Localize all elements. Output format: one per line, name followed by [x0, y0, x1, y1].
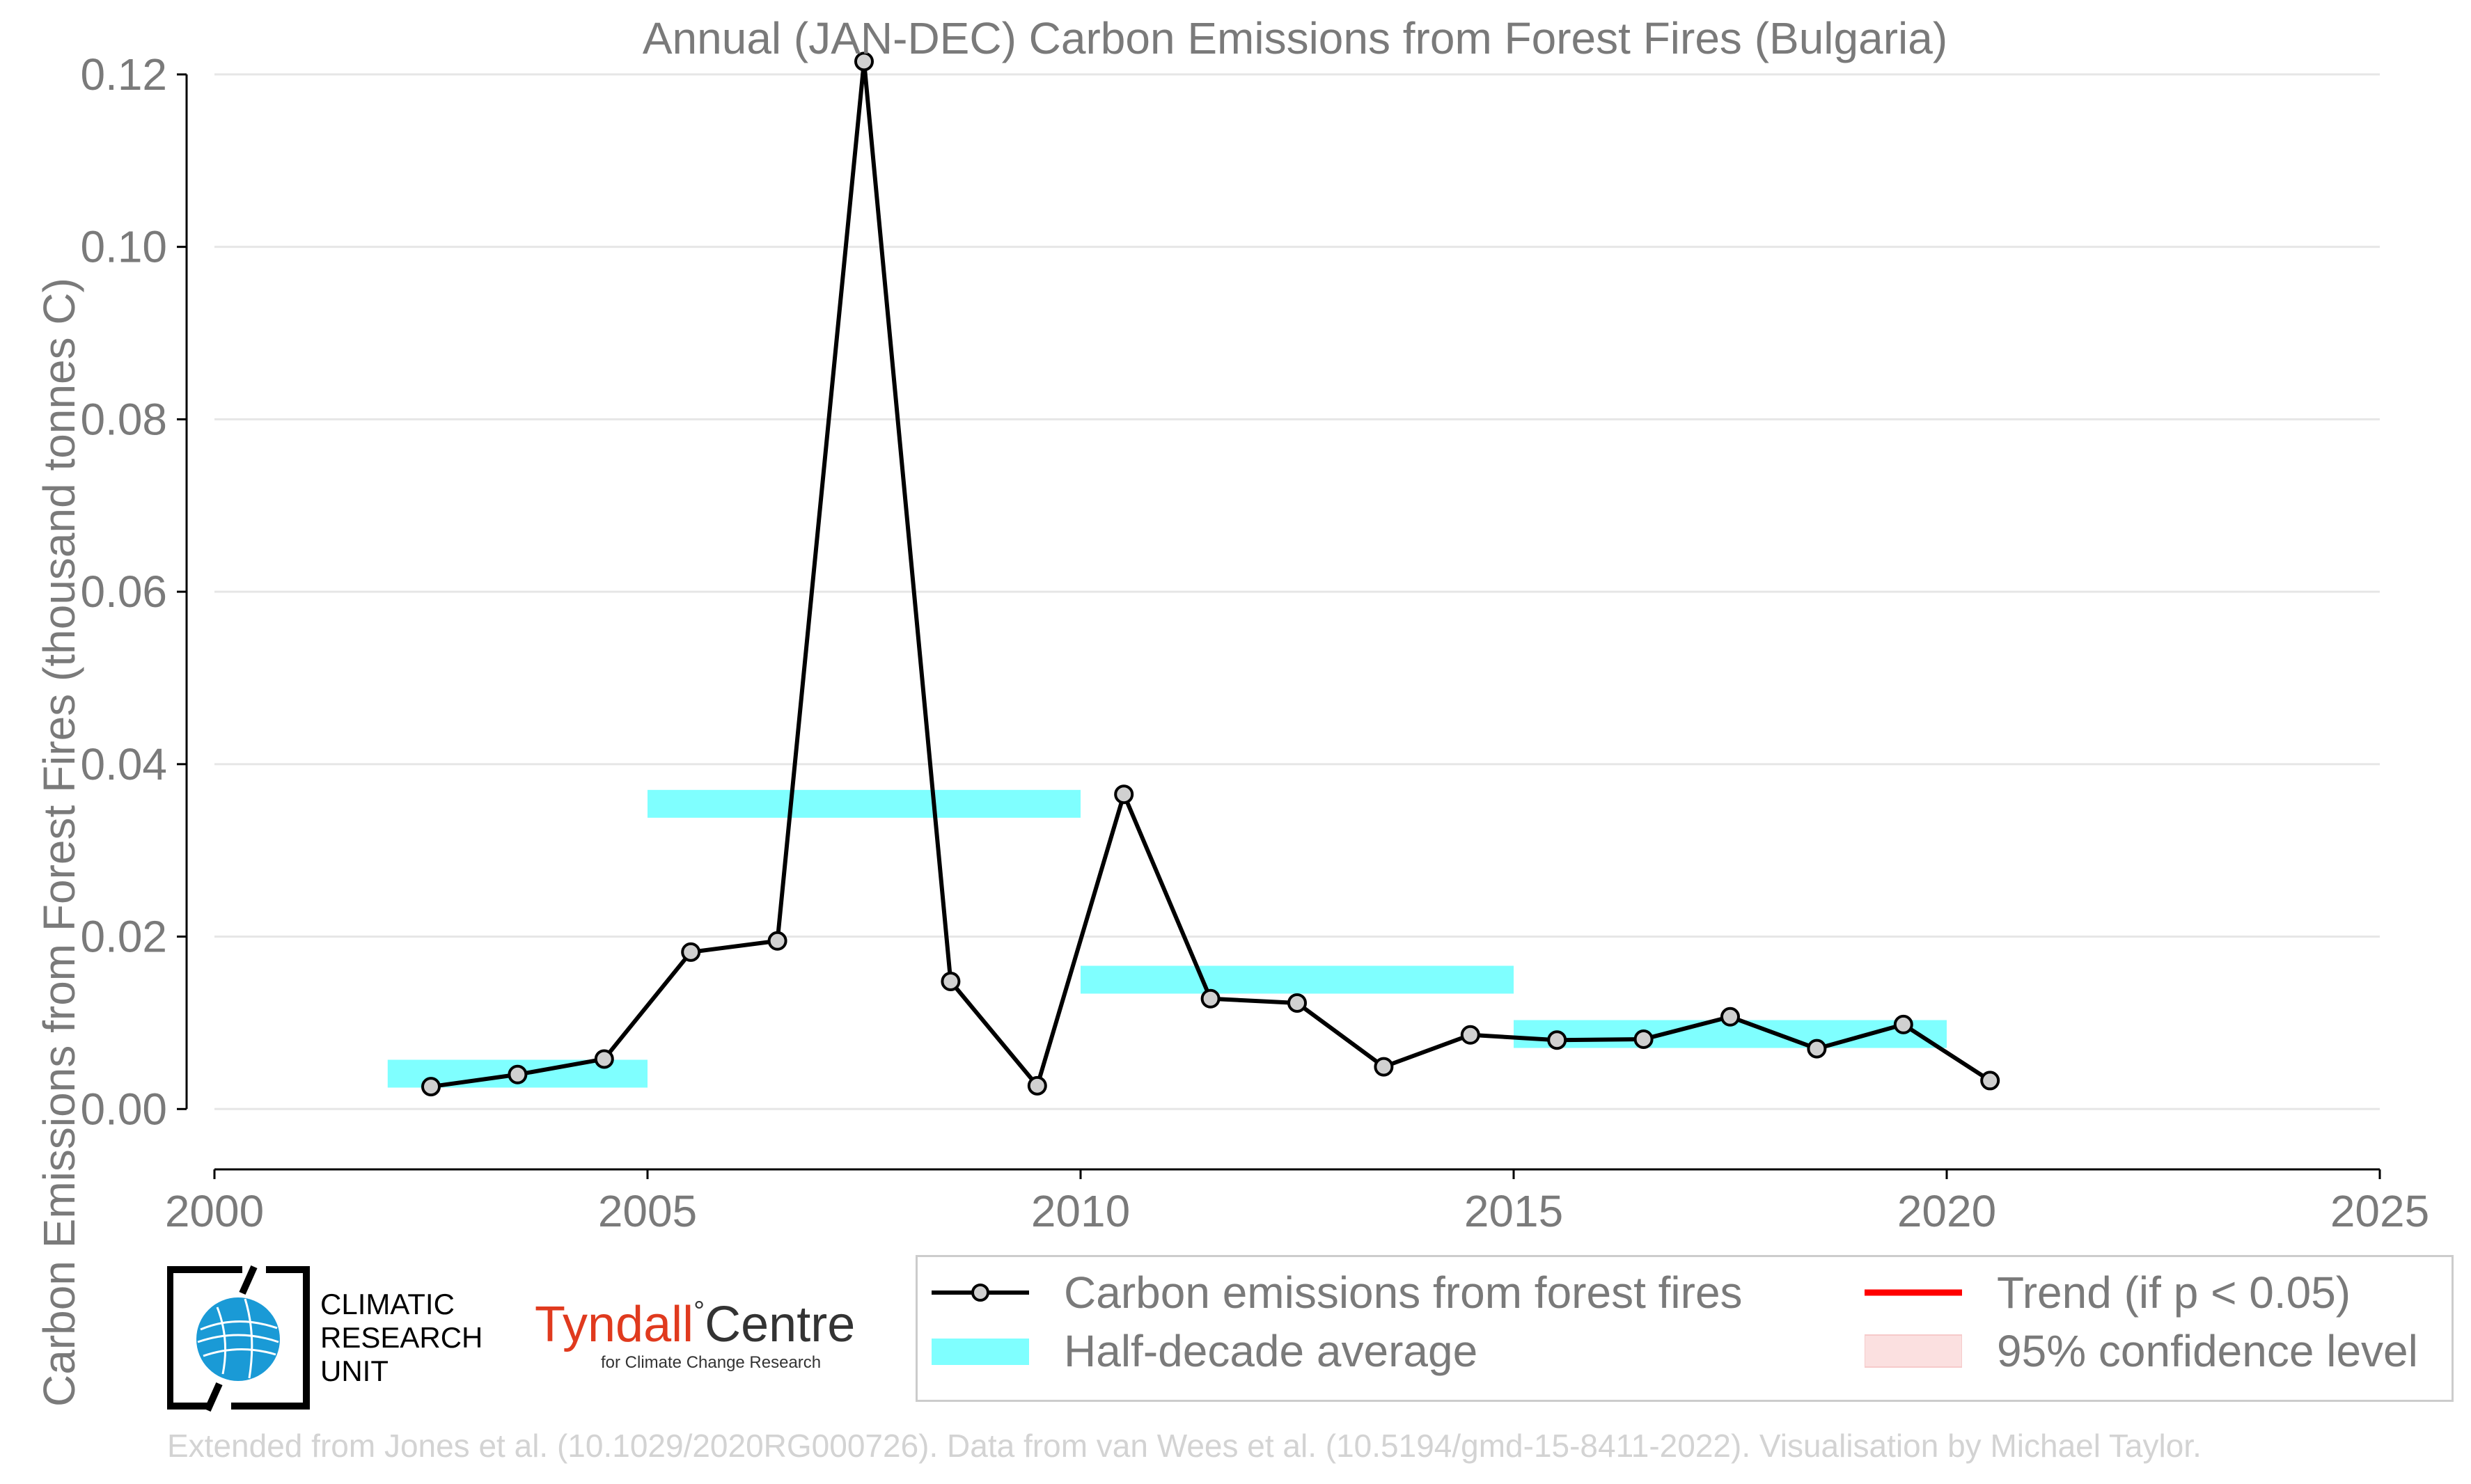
y-tick-label: 0.00	[80, 1084, 167, 1134]
x-tick-label: 2015	[1464, 1186, 1563, 1236]
data-point	[1027, 1075, 1047, 1096]
data-point	[854, 52, 874, 72]
data-point	[1114, 784, 1134, 805]
cru-logo	[167, 1265, 310, 1412]
legend-confidence-key	[1865, 1334, 1962, 1368]
data-point	[1893, 1014, 1913, 1034]
data-point	[421, 1077, 441, 1097]
legend-item-trend: Trend (if p < 0.05)	[1865, 1267, 2351, 1318]
gridlines	[214, 73, 2380, 1110]
half-decade-bar	[1081, 965, 1514, 994]
y-tick-label: 0.02	[80, 912, 167, 962]
data-point	[1200, 988, 1221, 1009]
legend-item-confidence: 95% confidence level	[1865, 1325, 2418, 1377]
x-tick-label: 2000	[165, 1186, 264, 1236]
x-tick-label: 2025	[2330, 1186, 2429, 1236]
data-point	[1460, 1025, 1480, 1045]
data-point	[1374, 1057, 1394, 1077]
tyndall-logo-main: Tyndall	[535, 1297, 694, 1352]
tyndall-logo-subtitle: for Climate Change Research	[601, 1353, 822, 1372]
data-point	[1547, 1030, 1567, 1050]
half-decade-bands	[387, 789, 1947, 1088]
legend-item-half-decade: Half-decade average	[932, 1325, 1477, 1377]
series-line-layer	[430, 59, 1991, 1089]
data-point	[681, 942, 701, 962]
series-points	[421, 52, 2000, 1097]
tyndall-logo-degree: °	[693, 1296, 705, 1327]
cru-line-2: RESEARCH	[320, 1321, 483, 1354]
data-point	[1980, 1071, 2000, 1091]
y-tick-label: 0.12	[80, 49, 167, 100]
x-tick-label: 2020	[1897, 1186, 1996, 1236]
legend-half-decade-key	[932, 1339, 1029, 1365]
cru-line-1: CLIMATIC	[320, 1288, 455, 1320]
y-tick-label: 0.06	[80, 567, 167, 617]
y-axis-label: Carbon Emissions from Forest Fires (thou…	[34, 278, 84, 1407]
tyndall-logo: Tyndall°Centre	[535, 1296, 855, 1353]
cru-line-3: UNIT	[320, 1355, 389, 1387]
half-decade-bar	[648, 789, 1081, 818]
legend-half-decade-label: Half-decade average	[1064, 1326, 1478, 1376]
legend-trend-key	[1865, 1289, 1962, 1296]
x-tick-label: 2010	[1031, 1186, 1130, 1236]
axes: 0.00 0.02 0.04 0.06 0.08 0.10 0.12 2000 2005 2010…	[80, 49, 2429, 1236]
cru-logo-text: CLIMATIC RESEARCH UNIT	[320, 1288, 483, 1388]
data-point	[941, 971, 961, 991]
series-line	[430, 59, 1991, 1089]
y-tick-label: 0.10	[80, 222, 167, 272]
data-point	[1720, 1007, 1740, 1027]
legend-trend-label: Trend (if p < 0.05)	[1997, 1268, 2351, 1318]
legend-series-label: Carbon emissions from forest fires	[1064, 1268, 1743, 1318]
data-point	[1633, 1029, 1654, 1049]
credit-text: Extended from Jones et al. (10.1029/2020…	[167, 1428, 2202, 1464]
data-point	[508, 1064, 528, 1084]
legend: Carbon emissions from forest fires Half-…	[916, 1255, 2454, 1402]
legend-series-key	[932, 1284, 1029, 1302]
y-tick-label: 0.08	[80, 394, 167, 444]
x-tick-label: 2005	[598, 1186, 697, 1236]
tyndall-logo-centre: Centre	[705, 1297, 856, 1352]
data-point	[594, 1049, 614, 1069]
data-point	[1807, 1039, 1827, 1059]
legend-confidence-label: 95% confidence level	[1997, 1326, 2418, 1376]
chart-title: Annual (JAN-DEC) Carbon Emissions from F…	[642, 13, 1948, 63]
data-point	[1287, 993, 1307, 1013]
y-tick-label: 0.04	[80, 739, 167, 789]
legend-item-series: Carbon emissions from forest fires	[932, 1267, 1743, 1318]
data-point	[767, 931, 787, 951]
